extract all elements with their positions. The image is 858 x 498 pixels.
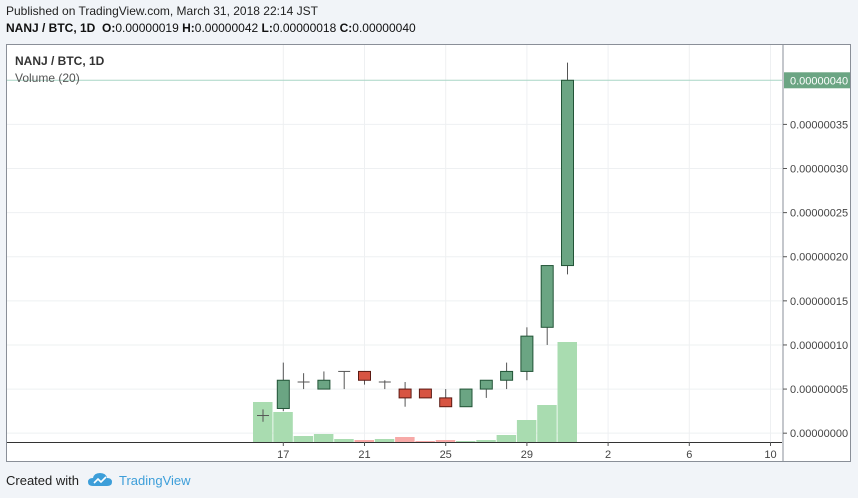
x-tick-label: 17	[277, 449, 289, 461]
volume-bar	[293, 436, 314, 442]
legend-symbol: NANJ / BTC, 1D	[15, 54, 105, 68]
candle-body	[276, 379, 290, 409]
y-tick-label: 0.00000005	[790, 384, 848, 396]
y-tick-label: 0.00000025	[790, 208, 848, 220]
candle-body	[479, 379, 493, 390]
published-info: Published on TradingView.com, March 31, …	[6, 4, 318, 18]
candlestick-chart[interactable]: 0.00000000 0.00000005 0.00000010 0.00000015…	[7, 45, 850, 461]
volume-bar	[334, 439, 354, 442]
ohlc-readout: NANJ / BTC, 1D O:0.00000019 H:0.00000042…	[6, 20, 852, 37]
chart-header: Published on TradingView.com, March 31, …	[6, 3, 852, 37]
low-value: 0.00000018	[272, 21, 337, 35]
volume-bar	[395, 437, 415, 442]
candle-body	[520, 335, 534, 372]
close-label: C:	[339, 21, 353, 35]
candle-body	[398, 388, 412, 399]
volume-bar	[253, 402, 273, 442]
volume-bar	[516, 420, 537, 442]
x-tick-label: 25	[440, 449, 452, 461]
candle-body	[561, 79, 574, 267]
candle-body	[540, 265, 554, 328]
tradingview-link[interactable]: TradingView	[118, 472, 191, 488]
x-tick-label: 2	[605, 449, 611, 461]
tradingview-cloud-icon	[87, 473, 112, 486]
low-label: L:	[261, 21, 273, 35]
volume-bar	[415, 441, 435, 442]
y-tick-label: 0.00000030	[790, 164, 848, 176]
candle-body	[358, 370, 371, 381]
open-label: O:	[102, 21, 116, 35]
volume-bar	[557, 342, 577, 442]
footer: Created with TradingView	[6, 470, 191, 490]
high-label: H:	[182, 21, 195, 35]
volume-bar	[273, 412, 293, 442]
candle-body	[459, 388, 473, 408]
x-tick-label: 21	[358, 449, 370, 461]
x-tick-label: 6	[686, 449, 692, 461]
close-value: 0.00000040	[352, 21, 416, 35]
volume-bar	[496, 435, 517, 442]
volume-bar	[435, 440, 456, 442]
candle-body	[500, 370, 514, 381]
high-value: 0.00000042	[194, 21, 259, 35]
created-with-text: Created with	[6, 472, 79, 488]
volume-bar	[537, 405, 557, 442]
chart-pane[interactable]: 0.00000000 0.00000005 0.00000010 0.00000015…	[6, 44, 851, 462]
volume-bar	[374, 439, 395, 442]
candle-body	[317, 379, 331, 390]
legend-volume: Volume (20)	[15, 71, 80, 85]
candle-body	[418, 388, 432, 399]
chart-legend: NANJ / BTC, 1D Volume (20)	[15, 53, 104, 87]
y-tick-label: 0.00000015	[790, 296, 848, 308]
volume-bar	[456, 441, 476, 442]
candle-body	[439, 397, 453, 408]
volume-bar	[354, 440, 374, 442]
x-tick-label: 29	[521, 449, 533, 461]
y-tick-label: 0.00000010	[790, 340, 848, 352]
x-tick-label: 10	[764, 449, 776, 461]
volume-bar	[313, 434, 334, 442]
open-value: 0.00000019	[115, 21, 179, 35]
last-price-label: 0.00000040	[790, 75, 848, 87]
symbol-interval: NANJ / BTC, 1D	[6, 21, 96, 35]
volume-bar	[476, 440, 496, 442]
last-price-badge	[784, 72, 850, 89]
y-tick-label: 0.00000035	[790, 119, 848, 131]
y-tick-label: 0.00000000	[790, 428, 848, 440]
y-tick-label: 0.00000020	[790, 252, 848, 264]
